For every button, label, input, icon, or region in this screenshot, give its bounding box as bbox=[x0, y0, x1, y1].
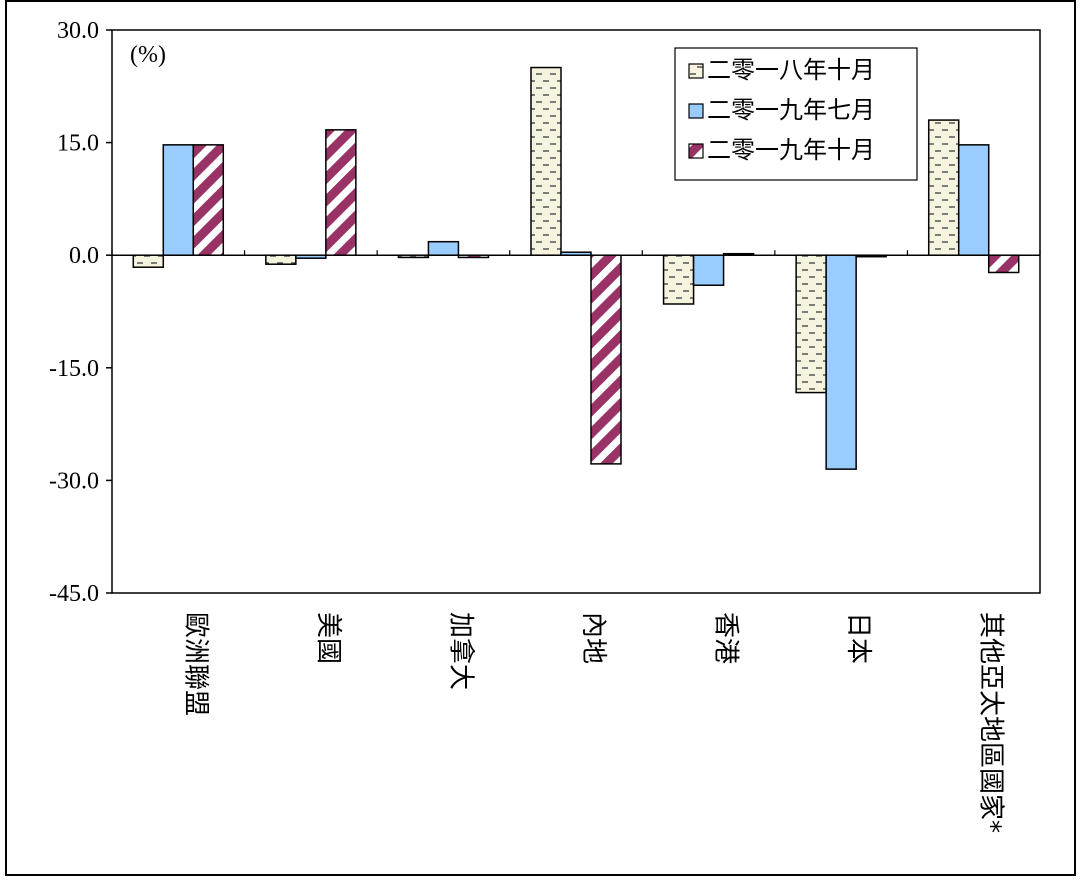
category-label: 美國 bbox=[313, 612, 343, 664]
legend-swatch bbox=[688, 143, 704, 159]
bar-1-2 bbox=[265, 254, 297, 265]
legend-label: 二零一八年十月 bbox=[707, 56, 875, 84]
legend-box bbox=[674, 47, 918, 181]
y-tick-label: 15.0 bbox=[57, 131, 99, 157]
bar-3-6 bbox=[855, 254, 887, 258]
legend-label: 二零一九年七月 bbox=[707, 96, 875, 124]
bar-2-7 bbox=[957, 144, 990, 256]
category-label: 加拿大 bbox=[445, 612, 475, 690]
category-label: 香港 bbox=[711, 612, 741, 664]
legend-label: 二零一九年十月 bbox=[707, 136, 875, 164]
category-label: 其他亞太地區國家* bbox=[976, 612, 1006, 833]
bar-1-6 bbox=[795, 254, 827, 394]
y-tick-label: -15.0 bbox=[49, 356, 99, 382]
bar-1-5 bbox=[662, 254, 695, 305]
y-tick-label: -30.0 bbox=[49, 468, 99, 494]
legend-swatch bbox=[688, 63, 704, 79]
bar-1-1 bbox=[132, 254, 165, 268]
bar-2-1 bbox=[162, 144, 195, 256]
bar-3-4 bbox=[590, 254, 622, 465]
y-tick-label: 30.0 bbox=[57, 18, 99, 44]
bar-2-3 bbox=[427, 240, 460, 256]
category-label: 內地 bbox=[578, 612, 608, 664]
bar-1-3 bbox=[397, 254, 430, 259]
bar-2-4 bbox=[560, 251, 592, 256]
plot-area bbox=[111, 29, 1041, 594]
unit-label: (%) bbox=[130, 42, 166, 68]
bar-3-7 bbox=[987, 254, 1020, 274]
bar-3-5 bbox=[722, 252, 755, 256]
bar-1-4 bbox=[530, 66, 562, 256]
bar-3-2 bbox=[325, 129, 357, 256]
bar-3-3 bbox=[457, 254, 490, 259]
legend-swatch bbox=[688, 103, 704, 119]
bar-3-1 bbox=[192, 144, 225, 256]
bar-2-2 bbox=[295, 254, 327, 259]
category-label: 日本 bbox=[843, 612, 873, 664]
y-tick-label: 0.0 bbox=[69, 243, 99, 269]
bar-2-6 bbox=[825, 254, 857, 470]
bar-2-5 bbox=[692, 254, 725, 286]
y-tick-label: -45.0 bbox=[49, 581, 99, 607]
category-label: 歐洲聯盟 bbox=[180, 612, 210, 716]
bar-1-7 bbox=[927, 119, 960, 256]
